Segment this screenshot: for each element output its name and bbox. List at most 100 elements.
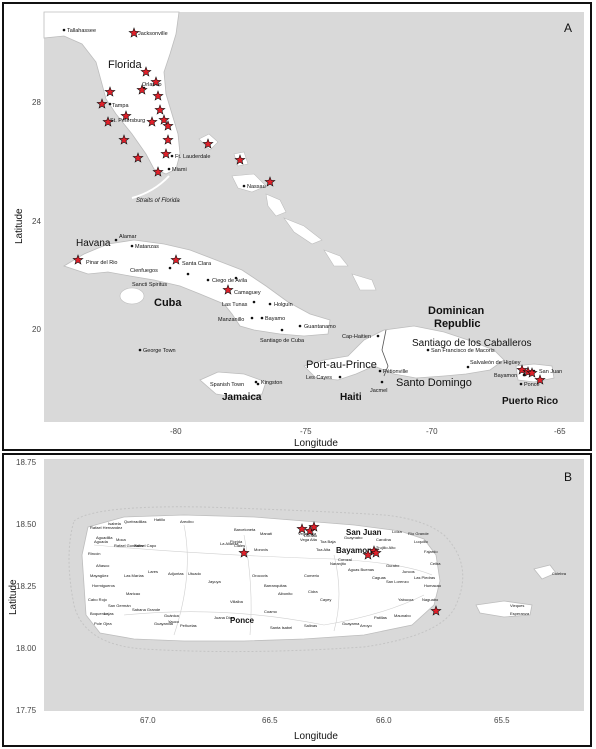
city-label-st-petersburg: St. Petersburg — [110, 118, 145, 124]
landmass-bahamas — [198, 133, 377, 291]
town-label-boqueron: Boquerón — [90, 611, 107, 616]
city-label-tallahassee: Tallahassee — [67, 28, 96, 34]
city-label-san-juan: San Juan — [539, 369, 562, 375]
region-label-republic: Republic — [434, 318, 480, 330]
city-label-holguin: Holguin — [274, 302, 293, 308]
town-label-arroyo: Arroyo — [360, 623, 373, 628]
site-markers-b — [238, 521, 442, 616]
town-label-juanadiaz: Juana Díaz — [214, 615, 234, 620]
town-label-toaalta: Toa Alta — [316, 547, 331, 552]
town-label-florida: Florida — [230, 539, 243, 544]
town-label-cidra: Cidra — [308, 589, 318, 594]
region-label-santiago-caballeros: Santiago de los Caballeros — [412, 338, 532, 349]
region-label-port-au-prince: Port-au-Prince — [306, 359, 377, 371]
city-label-alamar: Alamar — [119, 234, 137, 240]
y-tick-a-0: 28 — [32, 98, 41, 107]
site-star — [140, 66, 152, 77]
town-label-salinas: Salinas — [304, 623, 317, 628]
town-label-esperanza: Esperanza — [510, 611, 530, 616]
town-label-hormigueros: Hormigueros — [92, 583, 115, 588]
site-star — [118, 134, 130, 145]
town-label-orocovis: Orocovis — [252, 573, 268, 578]
town-label-yauco: Yauco — [168, 619, 180, 624]
town-label-jayuya: Jayuya — [208, 579, 221, 584]
town-label-aibonito: Aibonito — [278, 591, 293, 596]
city-label-petionville: Pétionville — [383, 369, 408, 375]
y-axis-title-a: Latitude — [14, 208, 25, 244]
site-star — [308, 521, 320, 532]
region-label-santo-domingo: Santo Domingo — [396, 377, 472, 389]
town-label-juncos: Juncos — [402, 569, 415, 574]
town-label-loiza: Loíza — [392, 529, 403, 534]
landmass-hispaniola — [303, 325, 505, 381]
town-label-barceloneta: Barceloneta — [234, 527, 256, 532]
site-star — [430, 605, 442, 616]
region-label-cuba: Cuba — [154, 297, 182, 309]
y-axis-title-b: Latitude — [8, 579, 19, 615]
city-label-sancti-spiritus: Sancti Spiritus — [132, 282, 167, 288]
town-label-sanlorenzo: San Lorenzo — [386, 579, 409, 584]
region-label-dominican: Dominican — [428, 305, 485, 317]
site-star — [150, 76, 162, 87]
landmass-jamaica — [199, 371, 267, 399]
y-tick-b-4: 17.75 — [16, 706, 37, 715]
city-label-nassau: Nassau — [247, 184, 266, 190]
town-label-ceiba: Ceiba — [430, 561, 441, 566]
town-label-quebradillas: Quebradillas — [124, 519, 146, 524]
town-label-maricao: Maricao — [126, 591, 141, 596]
town-label-rafaelhernandez: Rafael Hernandez — [90, 525, 122, 530]
major-label-san-juan: San Juan — [346, 528, 382, 537]
town-label-lasmarias: Las Marías — [124, 573, 144, 578]
city-label-miami: Miami — [172, 167, 187, 173]
site-star — [534, 374, 546, 385]
town-label-vieques: Vieques — [510, 603, 524, 608]
town-label-gurabo: Gurabo — [386, 563, 400, 568]
site-star — [96, 98, 108, 109]
city-label-spanish-town: Spanish Town — [210, 382, 244, 388]
town-label-carolina: Carolina — [376, 537, 392, 542]
town-label-sabanagrande: Sabana Grande — [132, 607, 161, 612]
site-markers-a — [72, 27, 546, 385]
town-label-vegaalta: Vega Alta — [300, 537, 318, 542]
landmass-cuba — [63, 239, 331, 337]
town-label-naguabo: Naguabo — [422, 597, 439, 602]
map-panel-a: Florida Havana Cuba Dominican Republic P… — [2, 2, 592, 451]
site-star — [526, 367, 538, 378]
site-star — [160, 148, 172, 159]
city-label-manzanillo: Manzanillo — [218, 317, 244, 323]
site-star — [136, 84, 148, 95]
town-label-fajardo: Fajardo — [424, 549, 438, 554]
y-tick-b-0: 18.75 — [16, 458, 37, 467]
city-labels-a: Tallahassee Jacksonville Orlando Tampa S… — [67, 28, 562, 394]
city-label-guantanamo: Guantanamo — [304, 324, 336, 330]
town-label-adjuntas: Adjuntas — [168, 571, 184, 576]
town-label-dorado: Dorado — [304, 533, 318, 538]
town-label-maunabo: Maunabo — [394, 613, 411, 618]
town-label-comerio: Comerio — [304, 573, 320, 578]
town-label-ciales: Ciales — [234, 543, 245, 548]
city-label-les-cayes: Les Cayes — [306, 375, 332, 381]
y-tick-a-2: 20 — [32, 325, 41, 334]
panel-letter-b: B — [564, 470, 572, 484]
city-label-salvaleon-higuey: Salvaleón de Higüey — [470, 360, 521, 366]
y-tick-b-1: 18.50 — [16, 520, 37, 529]
region-label-puerto-rico: Puerto Rico — [502, 396, 558, 407]
map-a-svg: Florida Havana Cuba Dominican Republic P… — [14, 11, 584, 449]
city-label-cienfuegos: Cienfuegos — [130, 268, 158, 274]
map-b-svg: San Juan Bayamon Ponce Isabela Hatillo Are… — [8, 458, 584, 742]
site-star — [264, 176, 276, 187]
town-label-aguadilla: Aguadilla — [96, 535, 113, 540]
town-label-caborojo: Cabo Rojo — [88, 597, 108, 602]
town-label-villalba: Villalba — [230, 599, 244, 604]
region-label-havana: Havana — [76, 238, 111, 249]
city-label-ciego-de-avila: Ciego de Avila — [212, 278, 248, 284]
town-label-manati: Manatí — [260, 531, 273, 536]
town-label-hatillo: Hatillo — [154, 517, 166, 522]
haiti-dr-border — [381, 329, 389, 377]
site-star — [516, 364, 528, 375]
town-label-moca: Moca — [116, 537, 127, 542]
town-label-guayanilla: Guayanilla — [154, 621, 174, 626]
town-label-caguas: Caguas — [372, 575, 386, 580]
site-star — [162, 120, 174, 131]
town-label-lalianza: La Alianza — [220, 541, 239, 546]
